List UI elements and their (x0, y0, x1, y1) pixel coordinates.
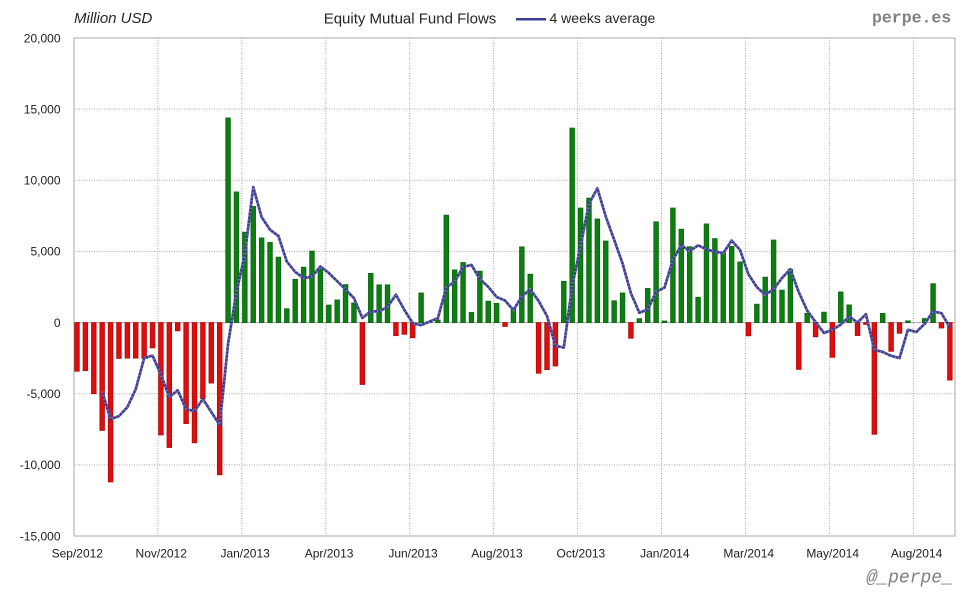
svg-text:-15,000: -15,000 (20, 529, 61, 543)
svg-text:Nov/2012: Nov/2012 (136, 547, 188, 561)
svg-text:Sep/2012: Sep/2012 (52, 547, 104, 561)
svg-text:0: 0 (54, 316, 61, 330)
svg-text:Million USD: Million USD (74, 10, 153, 27)
svg-text:Oct/2013: Oct/2013 (557, 547, 606, 561)
svg-text:10,000: 10,000 (24, 174, 61, 188)
svg-text:perpe.es: perpe.es (872, 9, 951, 28)
svg-text:Mar/2014: Mar/2014 (723, 547, 774, 561)
svg-text:@_perpe_: @_perpe_ (867, 569, 953, 589)
svg-text:15,000: 15,000 (24, 102, 61, 116)
svg-text:Jan/2014: Jan/2014 (640, 547, 690, 561)
svg-text:Aug/2013: Aug/2013 (471, 547, 523, 561)
svg-text:4 weeks average: 4 weeks average (550, 10, 656, 26)
svg-text:Aug/2014: Aug/2014 (891, 547, 943, 561)
svg-text:Jun/2013: Jun/2013 (388, 547, 438, 561)
svg-text:20,000: 20,000 (24, 31, 61, 45)
svg-text:5,000: 5,000 (30, 245, 60, 259)
svg-text:Apr/2013: Apr/2013 (305, 547, 354, 561)
svg-text:May/2014: May/2014 (806, 547, 859, 561)
svg-text:-10,000: -10,000 (20, 458, 61, 472)
svg-text:Jan/2013: Jan/2013 (220, 547, 270, 561)
svg-text:-5,000: -5,000 (26, 387, 60, 401)
svg-text:Equity Mutual Fund Flows: Equity Mutual Fund Flows (324, 11, 497, 28)
